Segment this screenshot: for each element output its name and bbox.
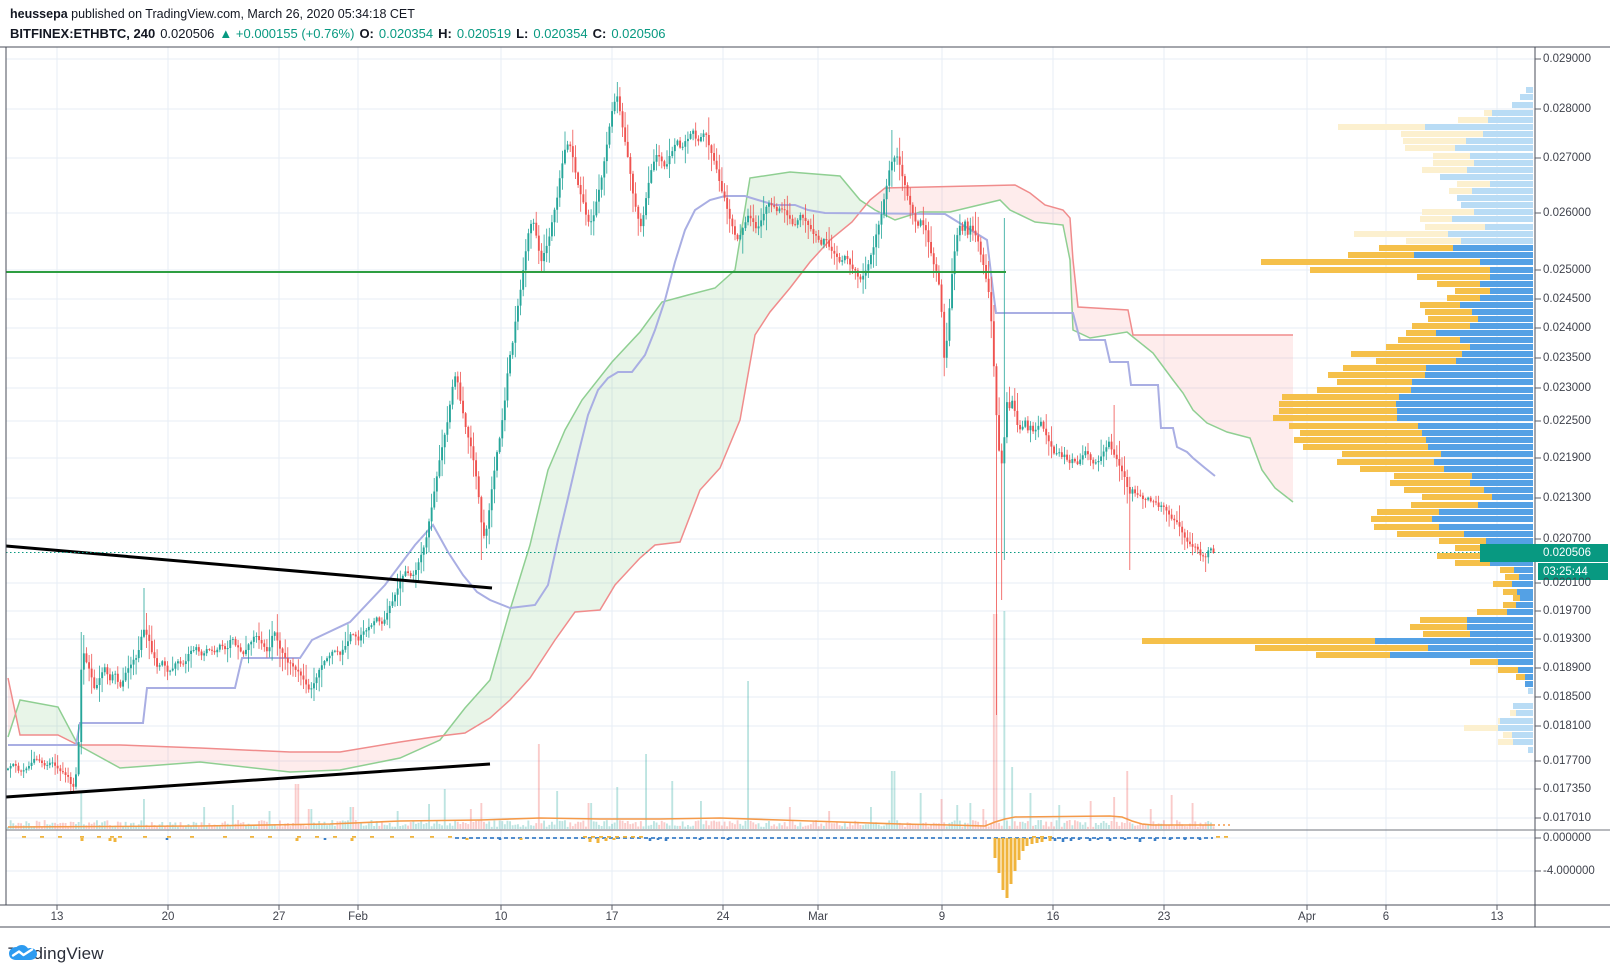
time-axis-label: 6 [1382, 911, 1390, 923]
price-axis-label: -4.000000 [1543, 865, 1595, 877]
price-axis-label: 0.018100 [1543, 720, 1591, 732]
gridlines [6, 47, 1535, 905]
price-axis-label: 0.026000 [1543, 207, 1591, 219]
price-axis-label: 0.022500 [1543, 415, 1591, 427]
time-axis[interactable] [0, 905, 1610, 927]
price-axis-label: 0.017350 [1543, 783, 1591, 795]
publish-text: published on TradingView.com, March 26, … [67, 7, 415, 21]
price-axis-label: 0.024000 [1543, 322, 1591, 334]
lagging-span-line[interactable] [8, 195, 1216, 746]
last-price-label: 0.020506 [1480, 544, 1608, 562]
chart-header: heussepa published on TradingView.com, M… [10, 5, 671, 44]
time-axis-label: 13 [50, 911, 64, 923]
symbol-info-segment: 0.020354 [378, 26, 434, 42]
countdown-label: 03:25:44 [1538, 563, 1608, 580]
time-axis-label: 16 [1046, 911, 1060, 923]
time-axis-label: 24 [716, 911, 730, 923]
publish-info: heussepa published on TradingView.com, M… [10, 5, 671, 23]
symbol-info-segment: 0.020519 [456, 26, 512, 42]
price-axis-label: 0.018900 [1543, 662, 1591, 674]
price-axis-label: 0.019700 [1543, 605, 1591, 617]
symbol-info-segment: 0.020506 [611, 26, 666, 42]
time-axis-label: 27 [272, 911, 286, 923]
symbol-info-segment: ▲ +0.000155 (+0.76%) [219, 26, 355, 42]
time-axis-label: 20 [161, 911, 175, 923]
time-axis-label: 13 [1490, 911, 1504, 923]
time-axis-label: Feb [348, 911, 368, 923]
ichimoku-cloud-bullish [17, 172, 866, 747]
symbol-info-segment: 0.020506 [160, 26, 215, 42]
price-axis-label: 0.020700 [1543, 533, 1591, 545]
symbol-info-segment: H: [438, 26, 452, 42]
price-axis-label: 0.021900 [1543, 452, 1591, 464]
price-axis-label: 0.023000 [1543, 382, 1591, 394]
symbol-info-segment: BITFINEX:ETHBTC, 240 [10, 26, 156, 42]
symbol-info-line: BITFINEX:ETHBTC, 240 0.020506 ▲ +0.000155 … [10, 25, 671, 44]
time-axis-label: 17 [605, 911, 619, 923]
symbol-info-segment: 0.020354 [533, 26, 588, 42]
price-axis-label: 0.019300 [1543, 633, 1591, 645]
price-axis-label: 0.000000 [1543, 832, 1591, 844]
price-axis-label: 0.029000 [1543, 53, 1591, 65]
delta-histogram-positive [165, 838, 1202, 842]
time-axis-label: 10 [494, 911, 508, 923]
obv-orange-line[interactable] [7, 815, 1213, 828]
symbol-info-segment: L: [516, 26, 529, 42]
price-axis-label: 0.025000 [1543, 264, 1591, 276]
volume-bars-up [6, 611, 1212, 829]
volume-profile-sell [1142, 245, 1525, 680]
volume-profile-buy-faded [1425, 87, 1533, 753]
time-axis-label: 9 [938, 911, 946, 923]
tradingview-logo[interactable]: TradingView [8, 944, 104, 964]
senkou-a-line[interactable] [7, 171, 1294, 773]
tradingview-logo-icon [9, 945, 37, 960]
price-axis-label: 0.028000 [1543, 103, 1591, 115]
price-axis-label: 0.023500 [1543, 352, 1591, 364]
axis-ticks [56, 58, 1541, 910]
symbol-info-segment: O: [359, 26, 374, 42]
delta-histogram-negative [80, 838, 1052, 898]
price-axis-label: 0.027000 [1543, 152, 1591, 164]
time-axis-label: Mar [808, 911, 828, 923]
price-axis-label: 0.018500 [1543, 691, 1591, 703]
volume-bars-down [14, 614, 1215, 829]
price-axis-label: 0.017700 [1543, 755, 1591, 767]
volume-profile-sell-faded [1338, 110, 1516, 745]
price-axis-label: 0.017010 [1543, 812, 1591, 824]
price-axis[interactable] [1535, 47, 1610, 927]
author-name: heussepa [10, 7, 68, 21]
delta-zero-dashes-yellow [22, 836, 1228, 838]
volume-profile-buy [1375, 245, 1533, 687]
senkou-b-line[interactable] [7, 184, 1293, 753]
time-axis-label: Apr [1298, 911, 1316, 923]
trendline-lower[interactable] [5, 762, 491, 799]
price-axis-label: 0.021300 [1543, 492, 1591, 504]
price-axis-label: 0.024500 [1543, 293, 1591, 305]
time-axis-label: 23 [1157, 911, 1171, 923]
plot-frame [0, 46, 1610, 928]
symbol-info-segment: C: [592, 26, 607, 42]
price-axis-label: 0.020100 [1543, 577, 1591, 589]
